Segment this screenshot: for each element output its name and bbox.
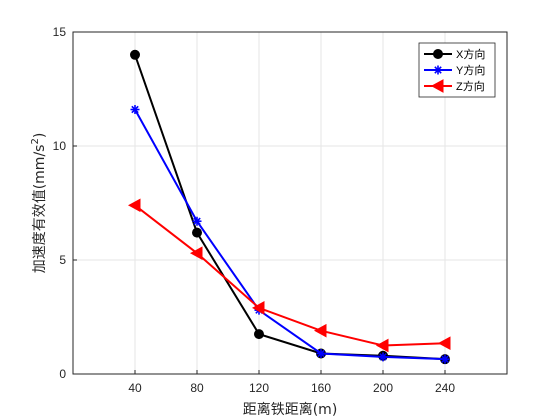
legend-label: Y方向 [456,63,485,77]
y-tick-label: 5 [59,253,66,267]
x-tick-label: 80 [190,381,204,395]
legend-marker [430,79,444,93]
series-line [134,109,446,361]
legend-item: Z方向 [424,79,485,93]
legend-marker [433,49,443,59]
series-layer [127,49,451,365]
asterisk-stroke [131,105,139,114]
data-point [440,354,450,364]
data-point [313,323,327,338]
asterisk-stroke [193,217,201,225]
plot-frame [72,31,508,375]
legend: X方向 Y方向 Z方向 [418,42,496,98]
legend-marker [433,65,443,75]
data-point [378,352,388,362]
x-tick-label: 120 [249,381,269,395]
legend-item: Y方向 [424,63,485,77]
series-3 [127,198,451,353]
x-tick-label: 160 [311,381,331,395]
data-point [130,105,140,115]
axis-ticks: 40 80 120 160 200 240 0 5 10 15 [53,25,456,395]
data-point [127,198,141,213]
y-tick-label: 15 [53,25,67,39]
series-line [134,204,446,347]
x-tick-label: 200 [373,381,393,395]
data-point [192,227,202,238]
data-point [189,246,203,261]
y-axis-label: 加速度有效值(mm/s2) [30,133,48,274]
data-point [316,348,326,358]
legend-label: X方向 [456,47,485,61]
x-tick-label: 40 [128,381,142,395]
y-tick-label: 10 [53,139,67,153]
asterisk-stroke [441,355,449,363]
legend-item: X方向 [424,47,485,61]
y-tick-label: 0 [59,367,66,381]
legend-items: X方向 Y方向 Z方向 [424,47,485,93]
y-axis-label-superscript: 2 [30,138,41,144]
x-axis-label: 距离铁距离(m) [243,401,338,418]
data-point [192,216,202,226]
data-point [437,336,451,351]
y-axis-label-main: 加速度有效值(mm/s [32,145,48,274]
data-point [254,329,264,340]
legend-label: Z方向 [456,79,485,93]
y-axis-label-tail: ) [32,133,48,138]
x-tick-label: 240 [435,381,455,395]
data-point [375,338,389,353]
asterisk-stroke [317,349,325,358]
data-point [130,49,140,60]
asterisk-stroke [434,66,442,74]
data-point [251,301,265,315]
asterisk-stroke [379,353,387,361]
